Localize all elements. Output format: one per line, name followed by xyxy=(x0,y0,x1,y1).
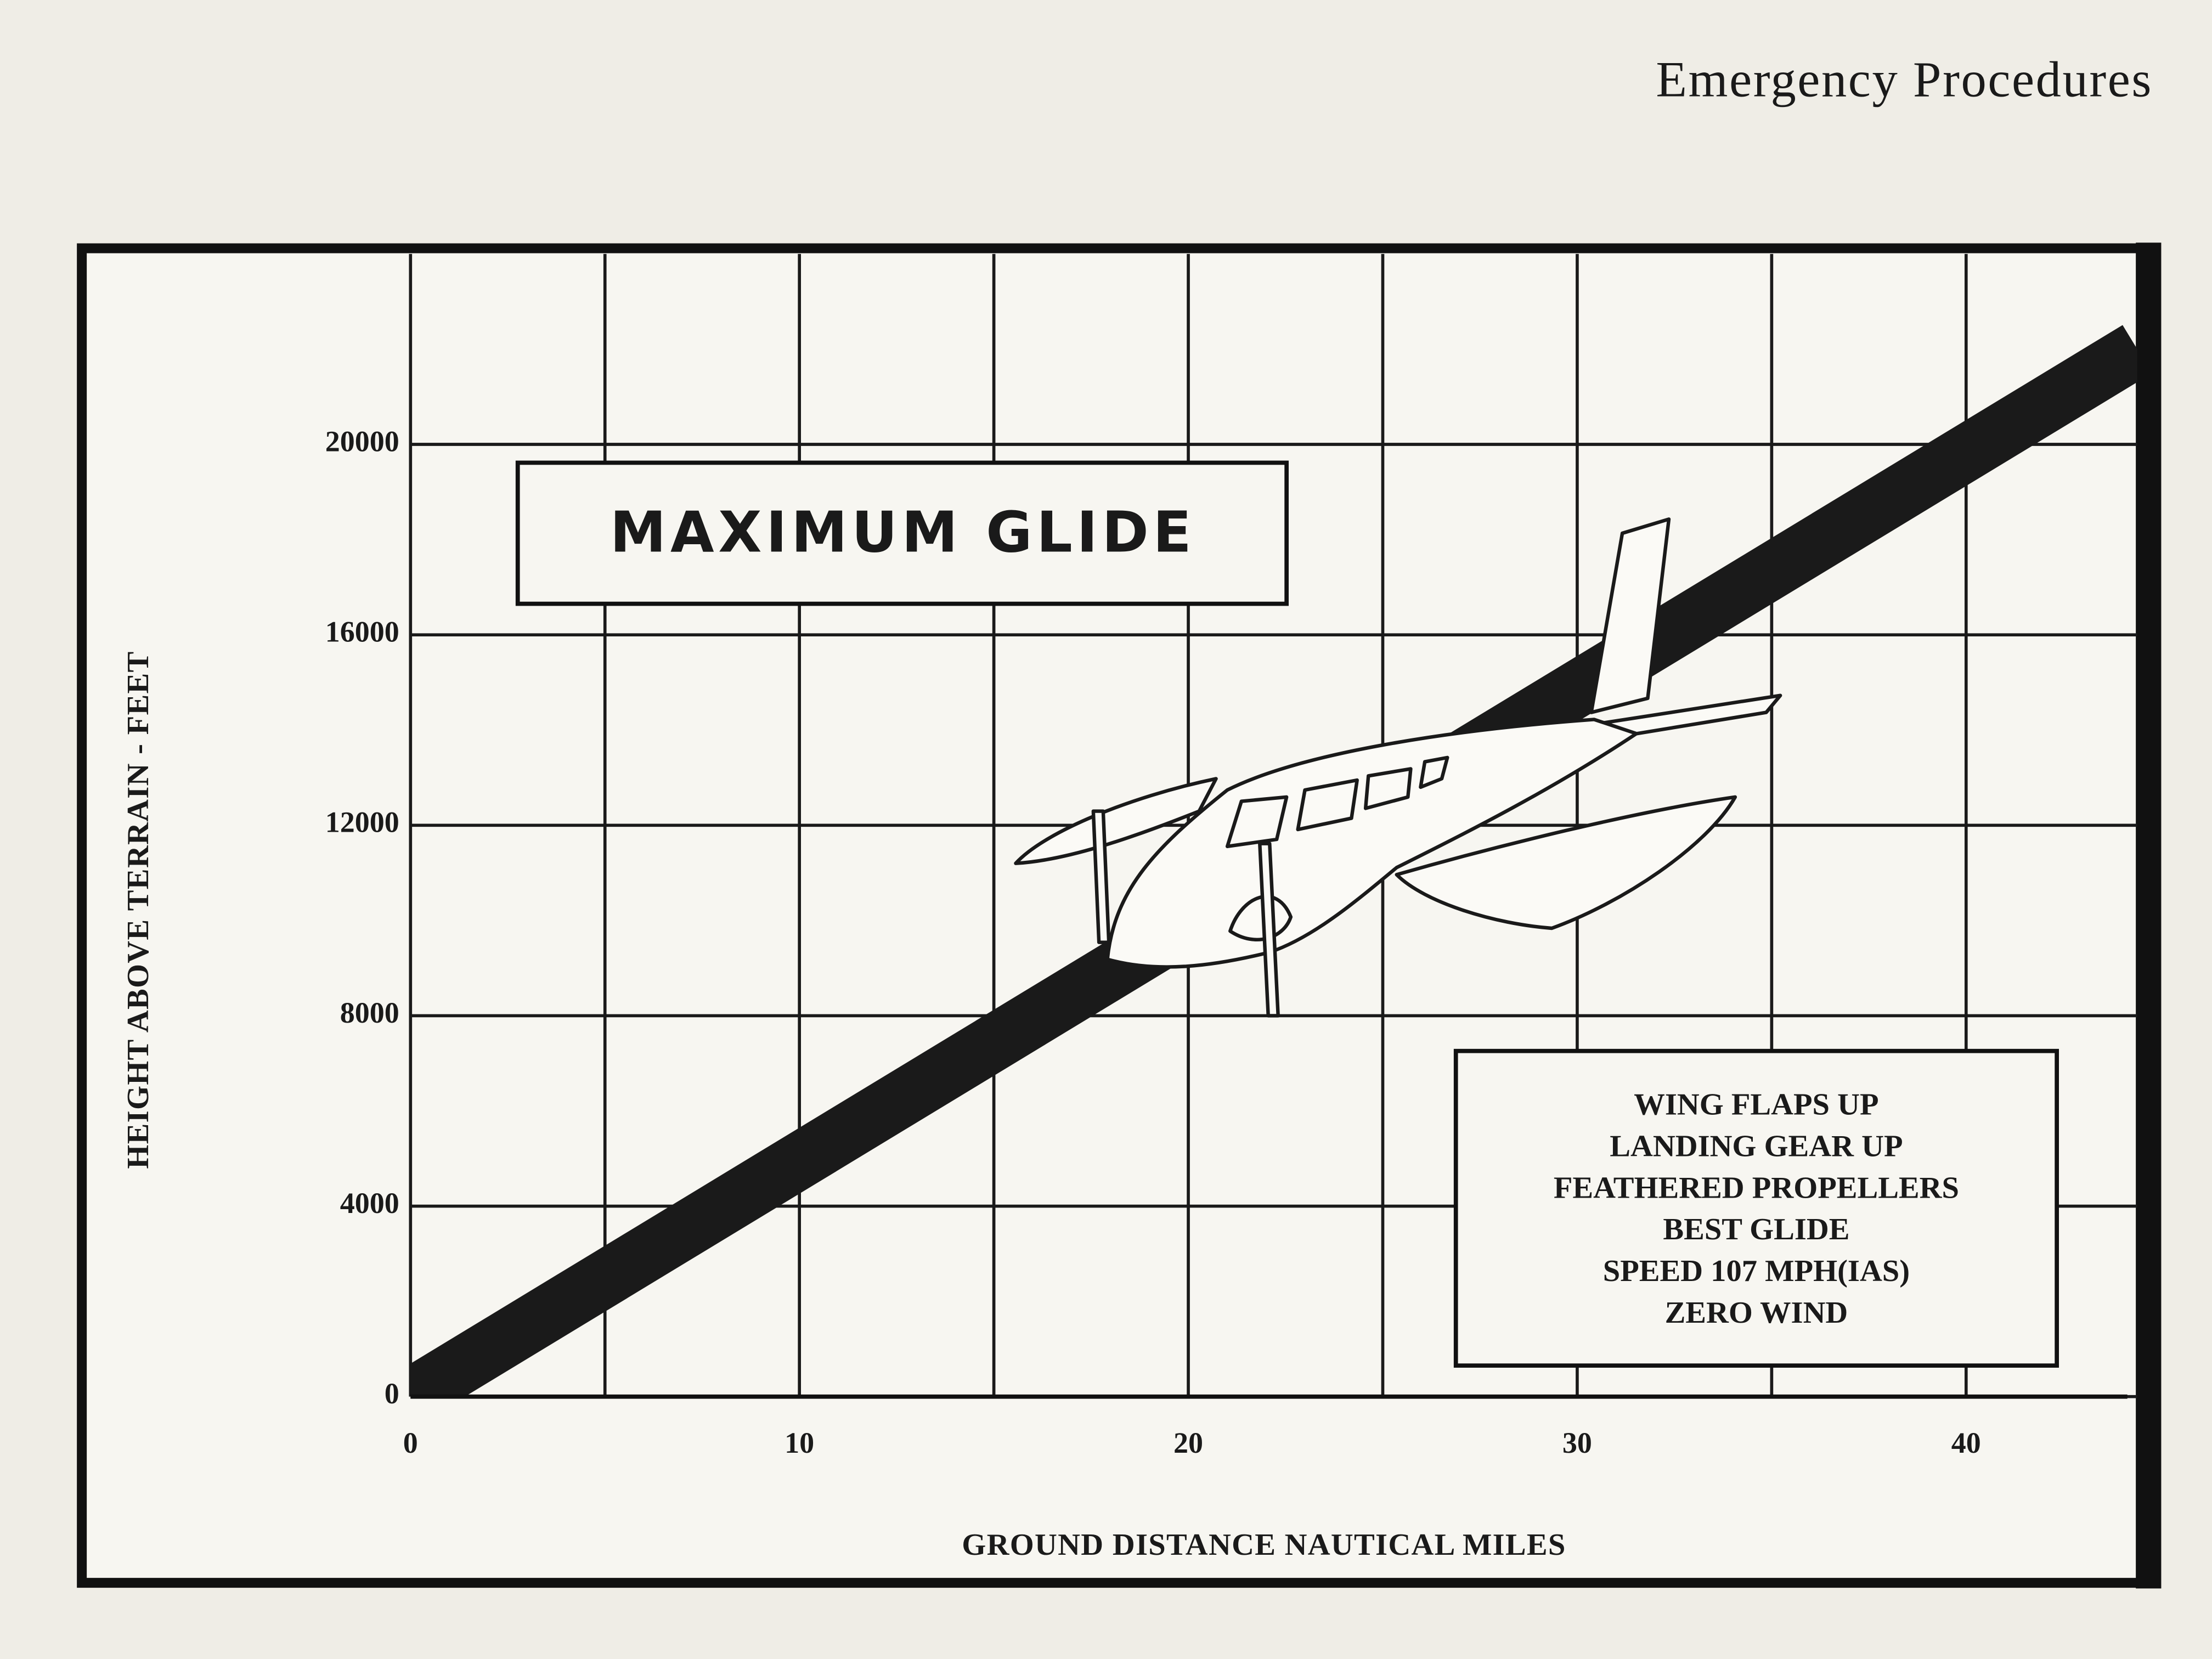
y-tick-label: 12000 xyxy=(325,806,399,839)
x-tick-label: 40 xyxy=(1951,1426,1981,1459)
y-tick-label: 4000 xyxy=(340,1187,399,1220)
tail-fin xyxy=(1589,517,1671,714)
left-wing xyxy=(1014,777,1218,865)
y-tick-label: 0 xyxy=(385,1377,399,1410)
annotation-line: BEST GLIDE xyxy=(1663,1212,1849,1246)
x-axis-label: GROUND DISTANCE NAUTICAL MILES xyxy=(962,1528,1566,1562)
chart-title: MAXIMUM GLIDE xyxy=(610,500,1196,565)
propeller xyxy=(1091,809,1111,944)
grid: 0 4000 8000 12000 16000 20000 0 10 20 30 40 xyxy=(325,253,2137,1459)
windows xyxy=(1225,755,1449,849)
y-tick-label: 8000 xyxy=(340,996,399,1029)
notes: WING FLAPS UP LANDING GEAR UP FEATHERED PR… xyxy=(1554,1088,1959,1330)
airplane xyxy=(1014,517,1782,1018)
annotation-line: LANDING GEAR UP xyxy=(1610,1129,1903,1163)
annotation-line: FEATHERED PROPELLERS xyxy=(1554,1171,1959,1205)
right-wing xyxy=(1395,795,1737,930)
propeller xyxy=(1258,842,1280,1018)
page-header: Emergency Procedures xyxy=(1656,52,2153,108)
y-axis-label: HEIGHT ABOVE TERRAIN - FEET xyxy=(121,651,155,1169)
x-tick-label: 0 xyxy=(403,1426,418,1459)
x-tick-label: 20 xyxy=(1173,1426,1203,1459)
frame-edge xyxy=(2136,242,2162,1589)
annotation-line: SPEED 107 MPH(IAS) xyxy=(1603,1254,1910,1288)
nacelle xyxy=(1228,894,1293,941)
y-tick-label: 16000 xyxy=(325,616,399,648)
x-tick-label: 30 xyxy=(1562,1426,1592,1459)
title-box xyxy=(515,460,1289,606)
x-tick-label: 10 xyxy=(785,1426,814,1459)
annotation-line: ZERO WIND xyxy=(1665,1296,1848,1330)
note-box xyxy=(1453,1048,2059,1368)
annotation-line: WING FLAPS UP xyxy=(1634,1088,1878,1122)
y-tick-label: 20000 xyxy=(325,425,399,458)
